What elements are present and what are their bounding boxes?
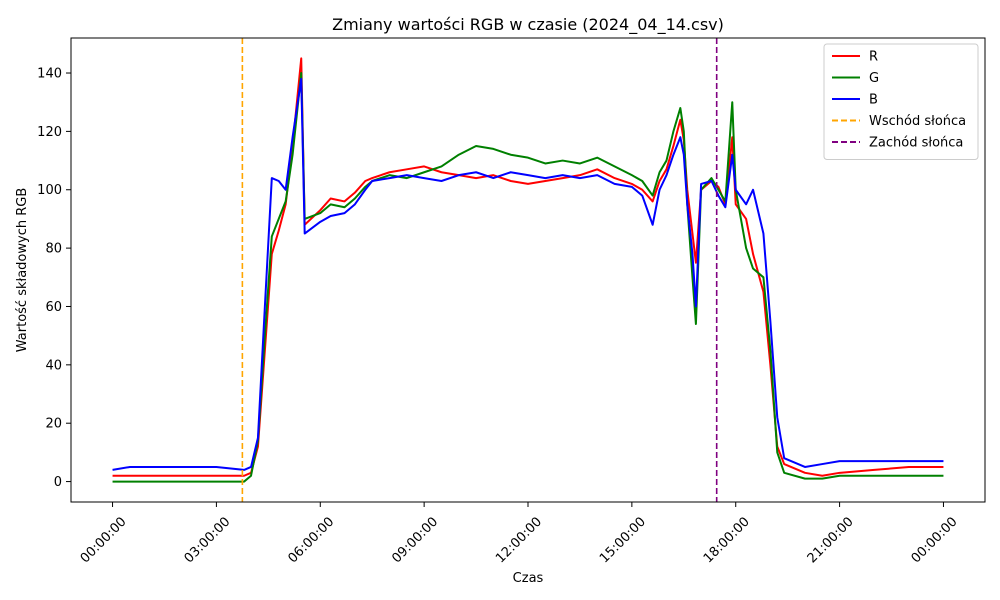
x-axis-title: Czas: [513, 571, 544, 586]
series-line-b: [112, 77, 944, 471]
legend-label: B: [869, 93, 878, 108]
y-axis-title: Wartość składowych RGB: [15, 188, 30, 352]
y-tick-label: 100: [37, 183, 62, 198]
y-tick-label: 80: [45, 242, 62, 257]
y-tick-label: 0: [54, 475, 62, 490]
y-axis: 0 20 40 60 80 100 120 140: [37, 67, 71, 490]
legend: RGB Wschód słońca Zachód słońca: [823, 43, 979, 160]
legend-label: R: [869, 50, 878, 65]
legend-label: Zachód słońca: [869, 136, 963, 151]
y-tick-label: 120: [37, 125, 62, 140]
legend-label: Wschód słońca: [869, 114, 966, 129]
series-line-g: [112, 72, 944, 483]
chart-title: Zmiany wartości RGB w czasie (2024_04_14…: [332, 15, 724, 35]
y-tick-label: 140: [37, 67, 62, 82]
y-tick-label: 60: [45, 300, 62, 315]
vline-layer: [241, 38, 718, 502]
y-tick-label: 20: [45, 417, 62, 432]
legend-label: G: [869, 71, 879, 86]
legend-box: [823, 43, 979, 160]
y-tick-label: 40: [45, 358, 62, 373]
series-layer: [112, 57, 944, 483]
